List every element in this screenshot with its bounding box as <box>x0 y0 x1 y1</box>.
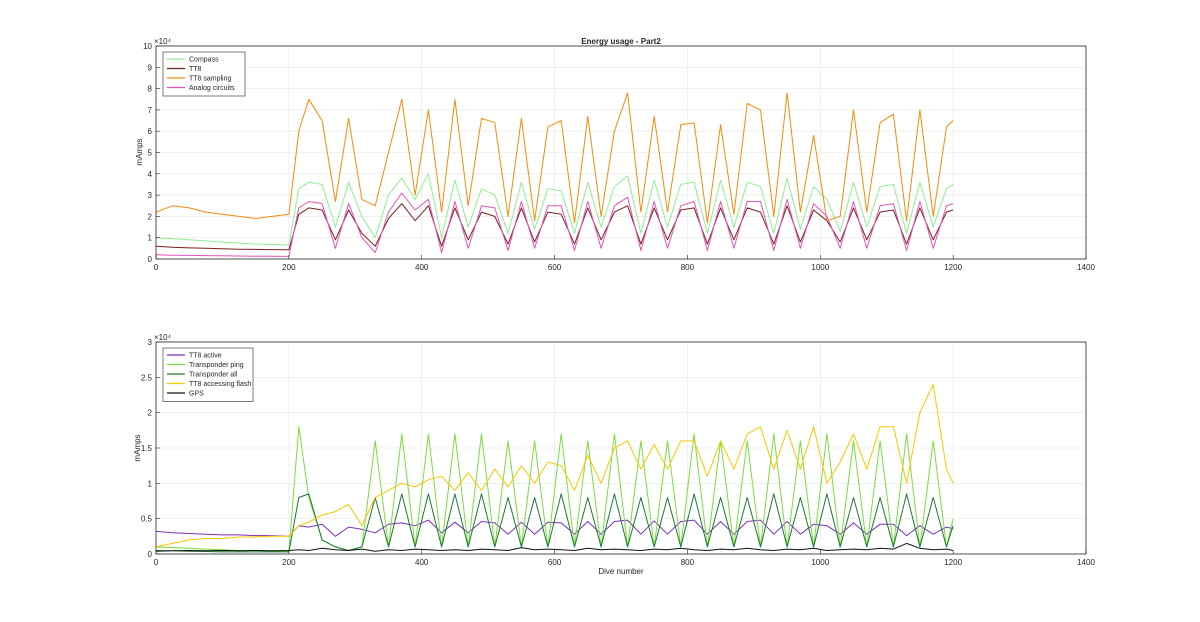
x-tick-label: 200 <box>282 558 296 567</box>
y-tick-label: 7 <box>148 106 153 115</box>
y-tick-label: 8 <box>148 85 153 94</box>
x-tick-label: 0 <box>154 263 159 272</box>
x-tick-label: 1200 <box>944 263 962 272</box>
series-line-0 <box>155 519 954 537</box>
x-tick-label: 600 <box>548 558 562 567</box>
chart-title: Energy usage - Part2 <box>581 37 661 46</box>
y-tick-label: 0.5 <box>141 515 153 524</box>
x-tick-label: 1000 <box>811 263 829 272</box>
legend-label: TT8 sampling <box>189 76 232 83</box>
series-line-0 <box>155 173 954 246</box>
x-axis-label: Dive number <box>598 567 644 576</box>
series-line-3 <box>155 192 954 257</box>
x-tick-label: 800 <box>681 558 695 567</box>
y-tick-label: 9 <box>148 63 153 72</box>
y-exponent-label: ×10⁴ <box>154 37 172 46</box>
legend-label: TT8 <box>189 66 202 73</box>
bottom-axes: 0 200 400 600 800 1000 1200 1400 0 0.5 1 1.5 2 2.5 3 D… <box>133 333 1095 576</box>
series-line-3 <box>155 383 954 548</box>
y-tick-label: 1 <box>148 479 153 488</box>
y-tick-label: 10 <box>143 42 152 51</box>
y-tick-label: 4 <box>148 170 153 179</box>
tick-labels: 0 200 400 600 800 1000 1200 1400 0 0.5 1 1.5 2 2.5 3 <box>141 338 1096 567</box>
series-lines <box>155 92 954 257</box>
legend-label: Compass <box>189 57 219 64</box>
top-axes: 0 200 400 600 800 1000 1200 1400 0 1 2 3 4 5 6 7 8 9 10 En… <box>135 37 1095 272</box>
legend-label: TT8 active <box>189 353 222 360</box>
y-tick-label: 1.5 <box>141 444 153 453</box>
legend: TT8 active Transponder ping Transponder al… <box>162 347 254 402</box>
y-tick-label: 3 <box>148 338 153 347</box>
y-tick-label: 0 <box>148 255 153 264</box>
tick-labels: 0 200 400 600 800 1000 1200 1400 0 1 2 3 4 5 6 7 8 9 10 <box>143 42 1095 272</box>
legend-label: TT8 accessing flash <box>189 381 251 388</box>
legend-label: GPS <box>189 391 204 398</box>
y-tick-label: 2 <box>148 212 153 221</box>
series-line-2 <box>155 493 954 553</box>
y-axis-label: mAmps <box>135 138 144 165</box>
series-lines <box>155 383 954 553</box>
x-tick-label: 800 <box>681 263 695 272</box>
series-line-2 <box>155 92 954 224</box>
x-tick-label: 400 <box>415 558 429 567</box>
y-tick-label: 5 <box>148 149 153 158</box>
x-tick-label: 400 <box>415 263 429 272</box>
series-line-1 <box>155 426 954 552</box>
x-tick-label: 200 <box>282 263 296 272</box>
series-line-4 <box>155 542 954 552</box>
y-tick-label: 6 <box>148 127 153 136</box>
legend: Compass TT8 TT8 sampling Analog circuits <box>162 51 246 97</box>
legend-label: Transponder all <box>189 372 238 379</box>
y-exponent-label: ×10⁴ <box>154 333 172 342</box>
y-tick-label: 3 <box>148 191 153 200</box>
x-tick-label: 1000 <box>811 558 829 567</box>
y-tick-label: 0 <box>148 550 153 559</box>
x-tick-label: 600 <box>548 263 562 272</box>
legend-label: Transponder ping <box>189 362 244 369</box>
y-tick-label: 2 <box>148 409 153 418</box>
y-axis-label: mAmps <box>133 434 142 461</box>
y-tick-label: 2.5 <box>141 373 153 382</box>
x-tick-label: 0 <box>154 558 159 567</box>
x-tick-label: 1400 <box>1077 263 1095 272</box>
y-tick-label: 1 <box>148 234 153 243</box>
legend-label: Analog circuits <box>189 85 235 92</box>
x-tick-label: 1400 <box>1077 558 1095 567</box>
x-tick-label: 1200 <box>944 558 962 567</box>
